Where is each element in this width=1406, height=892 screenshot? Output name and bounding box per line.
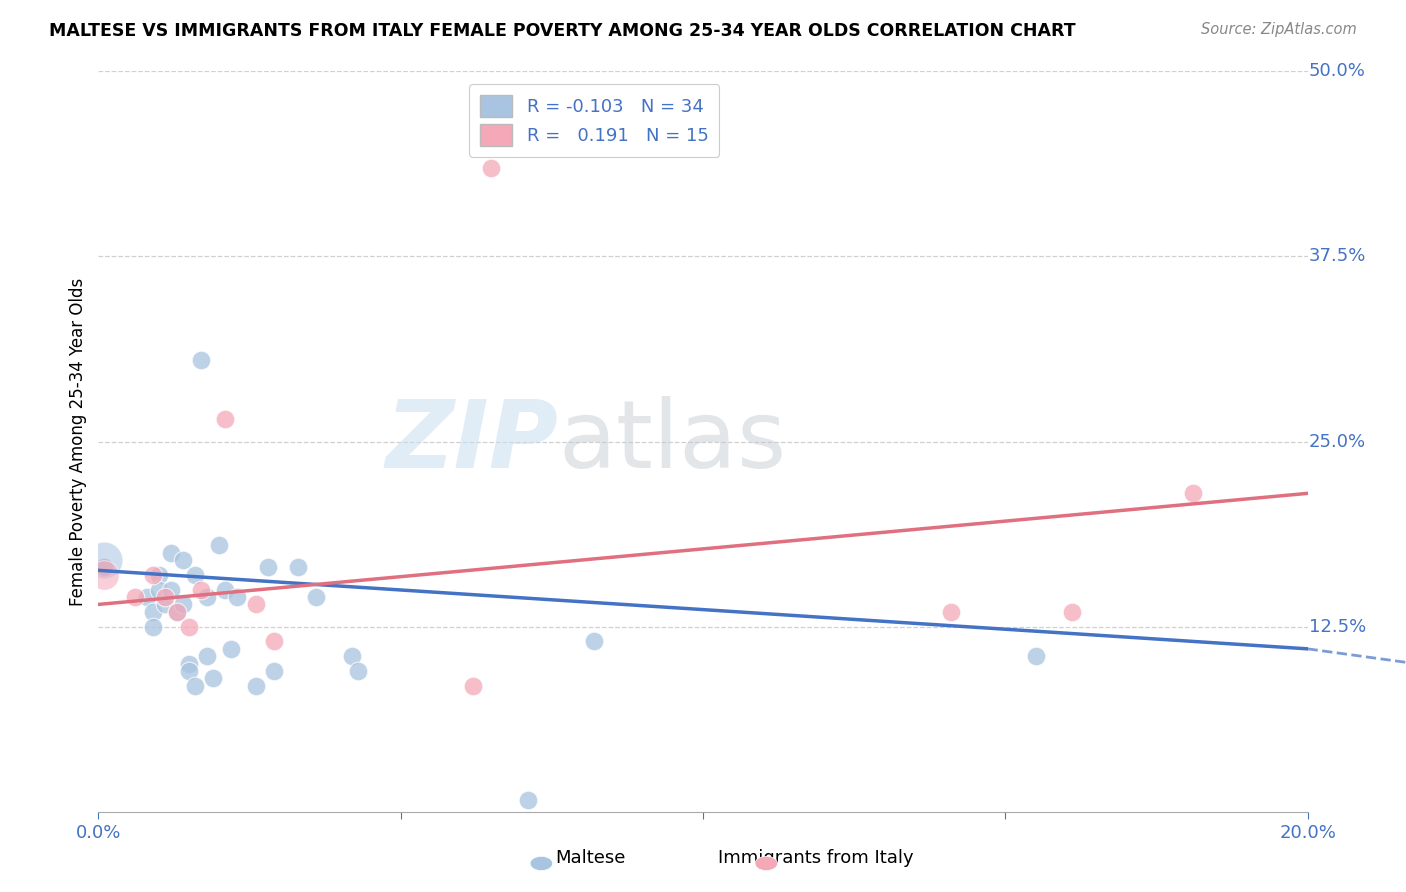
Text: Immigrants from Italy: Immigrants from Italy xyxy=(717,849,914,867)
Point xyxy=(202,672,225,686)
Text: ZIP: ZIP xyxy=(385,395,558,488)
Point xyxy=(153,590,176,604)
Point xyxy=(214,412,236,426)
Point xyxy=(516,793,538,807)
Point xyxy=(256,560,278,574)
Point xyxy=(172,553,194,567)
Text: 50.0%: 50.0% xyxy=(1309,62,1365,80)
Text: atlas: atlas xyxy=(558,395,786,488)
Text: 12.5%: 12.5% xyxy=(1309,617,1367,636)
Point xyxy=(166,605,188,619)
Point xyxy=(939,605,962,619)
Point xyxy=(347,664,370,678)
Point xyxy=(148,567,170,582)
Text: 25.0%: 25.0% xyxy=(1309,433,1365,450)
Point xyxy=(1024,649,1046,664)
Text: Source: ZipAtlas.com: Source: ZipAtlas.com xyxy=(1201,22,1357,37)
Point xyxy=(148,582,170,597)
Legend: R = -0.103   N = 34, R =   0.191   N = 15: R = -0.103 N = 34, R = 0.191 N = 15 xyxy=(470,84,720,157)
Point xyxy=(166,605,188,619)
Point xyxy=(195,590,218,604)
Point xyxy=(208,538,231,552)
Point xyxy=(142,605,165,619)
Point xyxy=(195,649,218,664)
Point xyxy=(93,567,115,582)
Point xyxy=(190,353,212,368)
Point xyxy=(481,161,503,175)
Point xyxy=(190,582,212,597)
Point xyxy=(160,546,183,560)
Point xyxy=(245,679,267,693)
Point xyxy=(142,619,165,633)
Point xyxy=(179,664,201,678)
Point xyxy=(172,598,194,612)
Point xyxy=(179,657,201,671)
Point xyxy=(184,679,207,693)
Point xyxy=(305,590,328,604)
Point xyxy=(153,598,176,612)
Point xyxy=(463,679,485,693)
Point xyxy=(214,582,236,597)
Point xyxy=(226,590,249,604)
Text: MALTESE VS IMMIGRANTS FROM ITALY FEMALE POVERTY AMONG 25-34 YEAR OLDS CORRELATIO: MALTESE VS IMMIGRANTS FROM ITALY FEMALE … xyxy=(49,22,1076,40)
Point xyxy=(93,560,115,574)
Point xyxy=(1181,486,1204,500)
Point xyxy=(124,590,146,604)
Point xyxy=(287,560,309,574)
Y-axis label: Female Poverty Among 25-34 Year Olds: Female Poverty Among 25-34 Year Olds xyxy=(69,277,87,606)
Point xyxy=(245,598,267,612)
Text: Maltese: Maltese xyxy=(555,849,626,867)
Point xyxy=(221,641,243,656)
Point xyxy=(1060,605,1083,619)
Point xyxy=(583,634,606,648)
Point xyxy=(179,619,201,633)
Text: 37.5%: 37.5% xyxy=(1309,247,1367,266)
Point xyxy=(135,590,157,604)
Point xyxy=(93,560,115,574)
Point xyxy=(263,634,285,648)
Point xyxy=(142,567,165,582)
Point xyxy=(263,664,285,678)
Point xyxy=(342,649,364,664)
Point xyxy=(184,567,207,582)
Point xyxy=(93,553,115,567)
Point xyxy=(160,582,183,597)
